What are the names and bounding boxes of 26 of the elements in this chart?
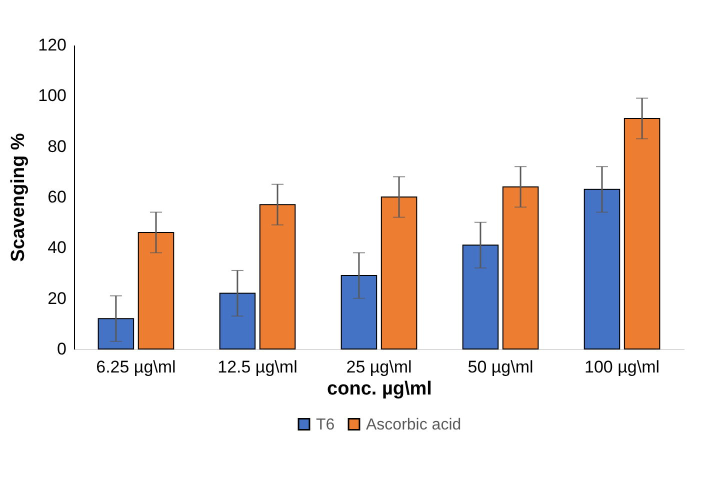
legend-label: T6 [316,416,335,434]
x-tick-label: 25 µg\ml [346,358,412,376]
bar [138,232,174,350]
x-tick-label: 12.5 µg\ml [218,358,298,376]
y-tick-label: 120 [38,36,66,54]
y-tick-label: 80 [48,136,66,156]
bar [259,204,296,350]
x-axis-title: conc. µg\ml [327,378,432,400]
y-tick-label: 0 [57,340,66,358]
y-tick-label: 20 [48,288,66,308]
legend-label: Ascorbic acid [366,416,462,434]
bar [340,275,378,350]
bar [380,196,418,350]
y-tick-label: 100 [38,86,66,106]
y-axis-title: Scavenging % [8,132,30,262]
bar [98,318,134,350]
y-tick-label: 60 [48,188,66,206]
bar [584,188,620,350]
x-tick-label: 50 µg\ml [468,358,534,376]
x-tick-label: 100 µg\ml [584,358,660,376]
bar [462,244,499,350]
x-tick-label: 6.25 µg\ml [96,358,176,376]
y-tick-label: 40 [48,238,66,258]
bar [502,186,539,350]
bar [219,292,256,350]
bar [624,118,660,350]
